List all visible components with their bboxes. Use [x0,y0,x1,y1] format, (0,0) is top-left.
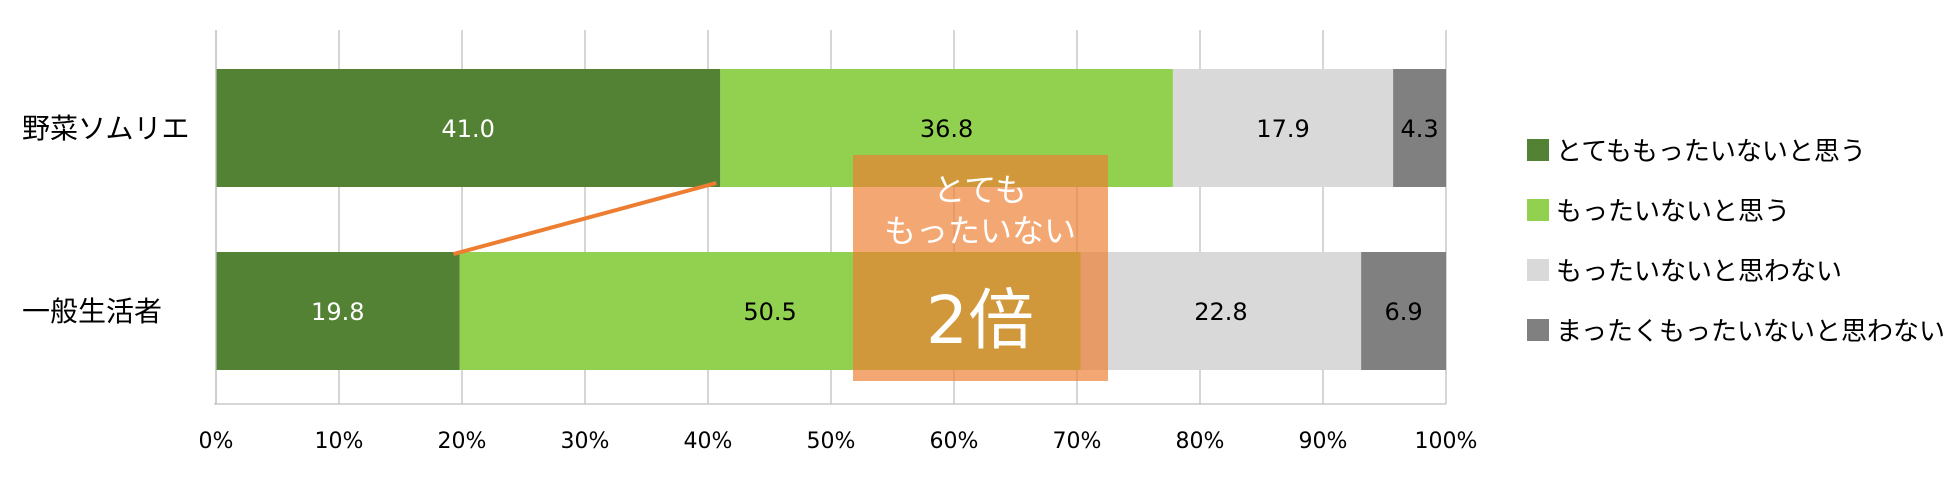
legend-entry: もったいないと思わない [1556,257,1842,287]
bar-segment [216,252,460,370]
annotation-highlight: 2倍 [926,282,1034,359]
connector-line [453,181,717,256]
x-tick-label: 40% [684,429,733,454]
data-label: 22.8 [1194,298,1247,326]
x-tick-label: 30% [561,429,610,454]
bar-segment [1393,69,1446,187]
annotation-line1: とても [933,171,1026,209]
data-label: 50.5 [743,298,796,326]
axes: 0% 10% 20% 30% 40% 50% 60% 70% 80% 90% 100% 野菜ソムリエ一… [22,30,1477,454]
x-tick-label: 20% [438,429,487,454]
legend-swatch [1527,259,1549,281]
x-tick-label: 10% [315,429,364,454]
data-label: 36.8 [920,115,973,143]
legend: とてももったいないと思うもったいないと思うもったいないと思わないまったくもったい… [1527,137,1945,347]
legend-swatch [1527,139,1549,161]
bar-segment [1361,252,1446,370]
annotation: とてももったいない 2倍 [453,155,1108,381]
data-label: 19.8 [311,298,364,326]
x-tick-label: 90% [1299,429,1348,454]
x-tick-label: 100% [1415,429,1478,454]
bar-segment [1080,252,1362,370]
x-tick-label: 80% [1176,429,1225,454]
data-label: 4.3 [1400,115,1438,143]
data-label: 17.9 [1256,115,1309,143]
category-label: 一般生活者 [22,295,162,328]
annotation-line2: もったいない [884,212,1076,250]
x-tick-label: 0% [199,429,234,454]
bar-segment [1172,69,1394,187]
x-tick-label: 50% [807,429,856,454]
x-tick-label: 60% [930,429,979,454]
data-label: 41.0 [441,115,494,143]
data-labels: 41.0 36.8 17.9 4.3 19.8 50.5 22.8 6.9 [311,115,1439,326]
legend-entry: とてももったいないと思う [1556,137,1866,167]
x-tick-label: 70% [1053,429,1102,454]
data-label: 6.9 [1384,298,1422,326]
category-label: 野菜ソムリエ [22,112,189,145]
bar-segment [216,69,721,187]
legend-entry: もったいないと思う [1556,197,1790,227]
legend-swatch [1527,199,1549,221]
annotation-box [853,155,1108,381]
legend-entry: まったくもったいないと思わない [1556,317,1945,347]
legend-swatch [1527,319,1549,341]
